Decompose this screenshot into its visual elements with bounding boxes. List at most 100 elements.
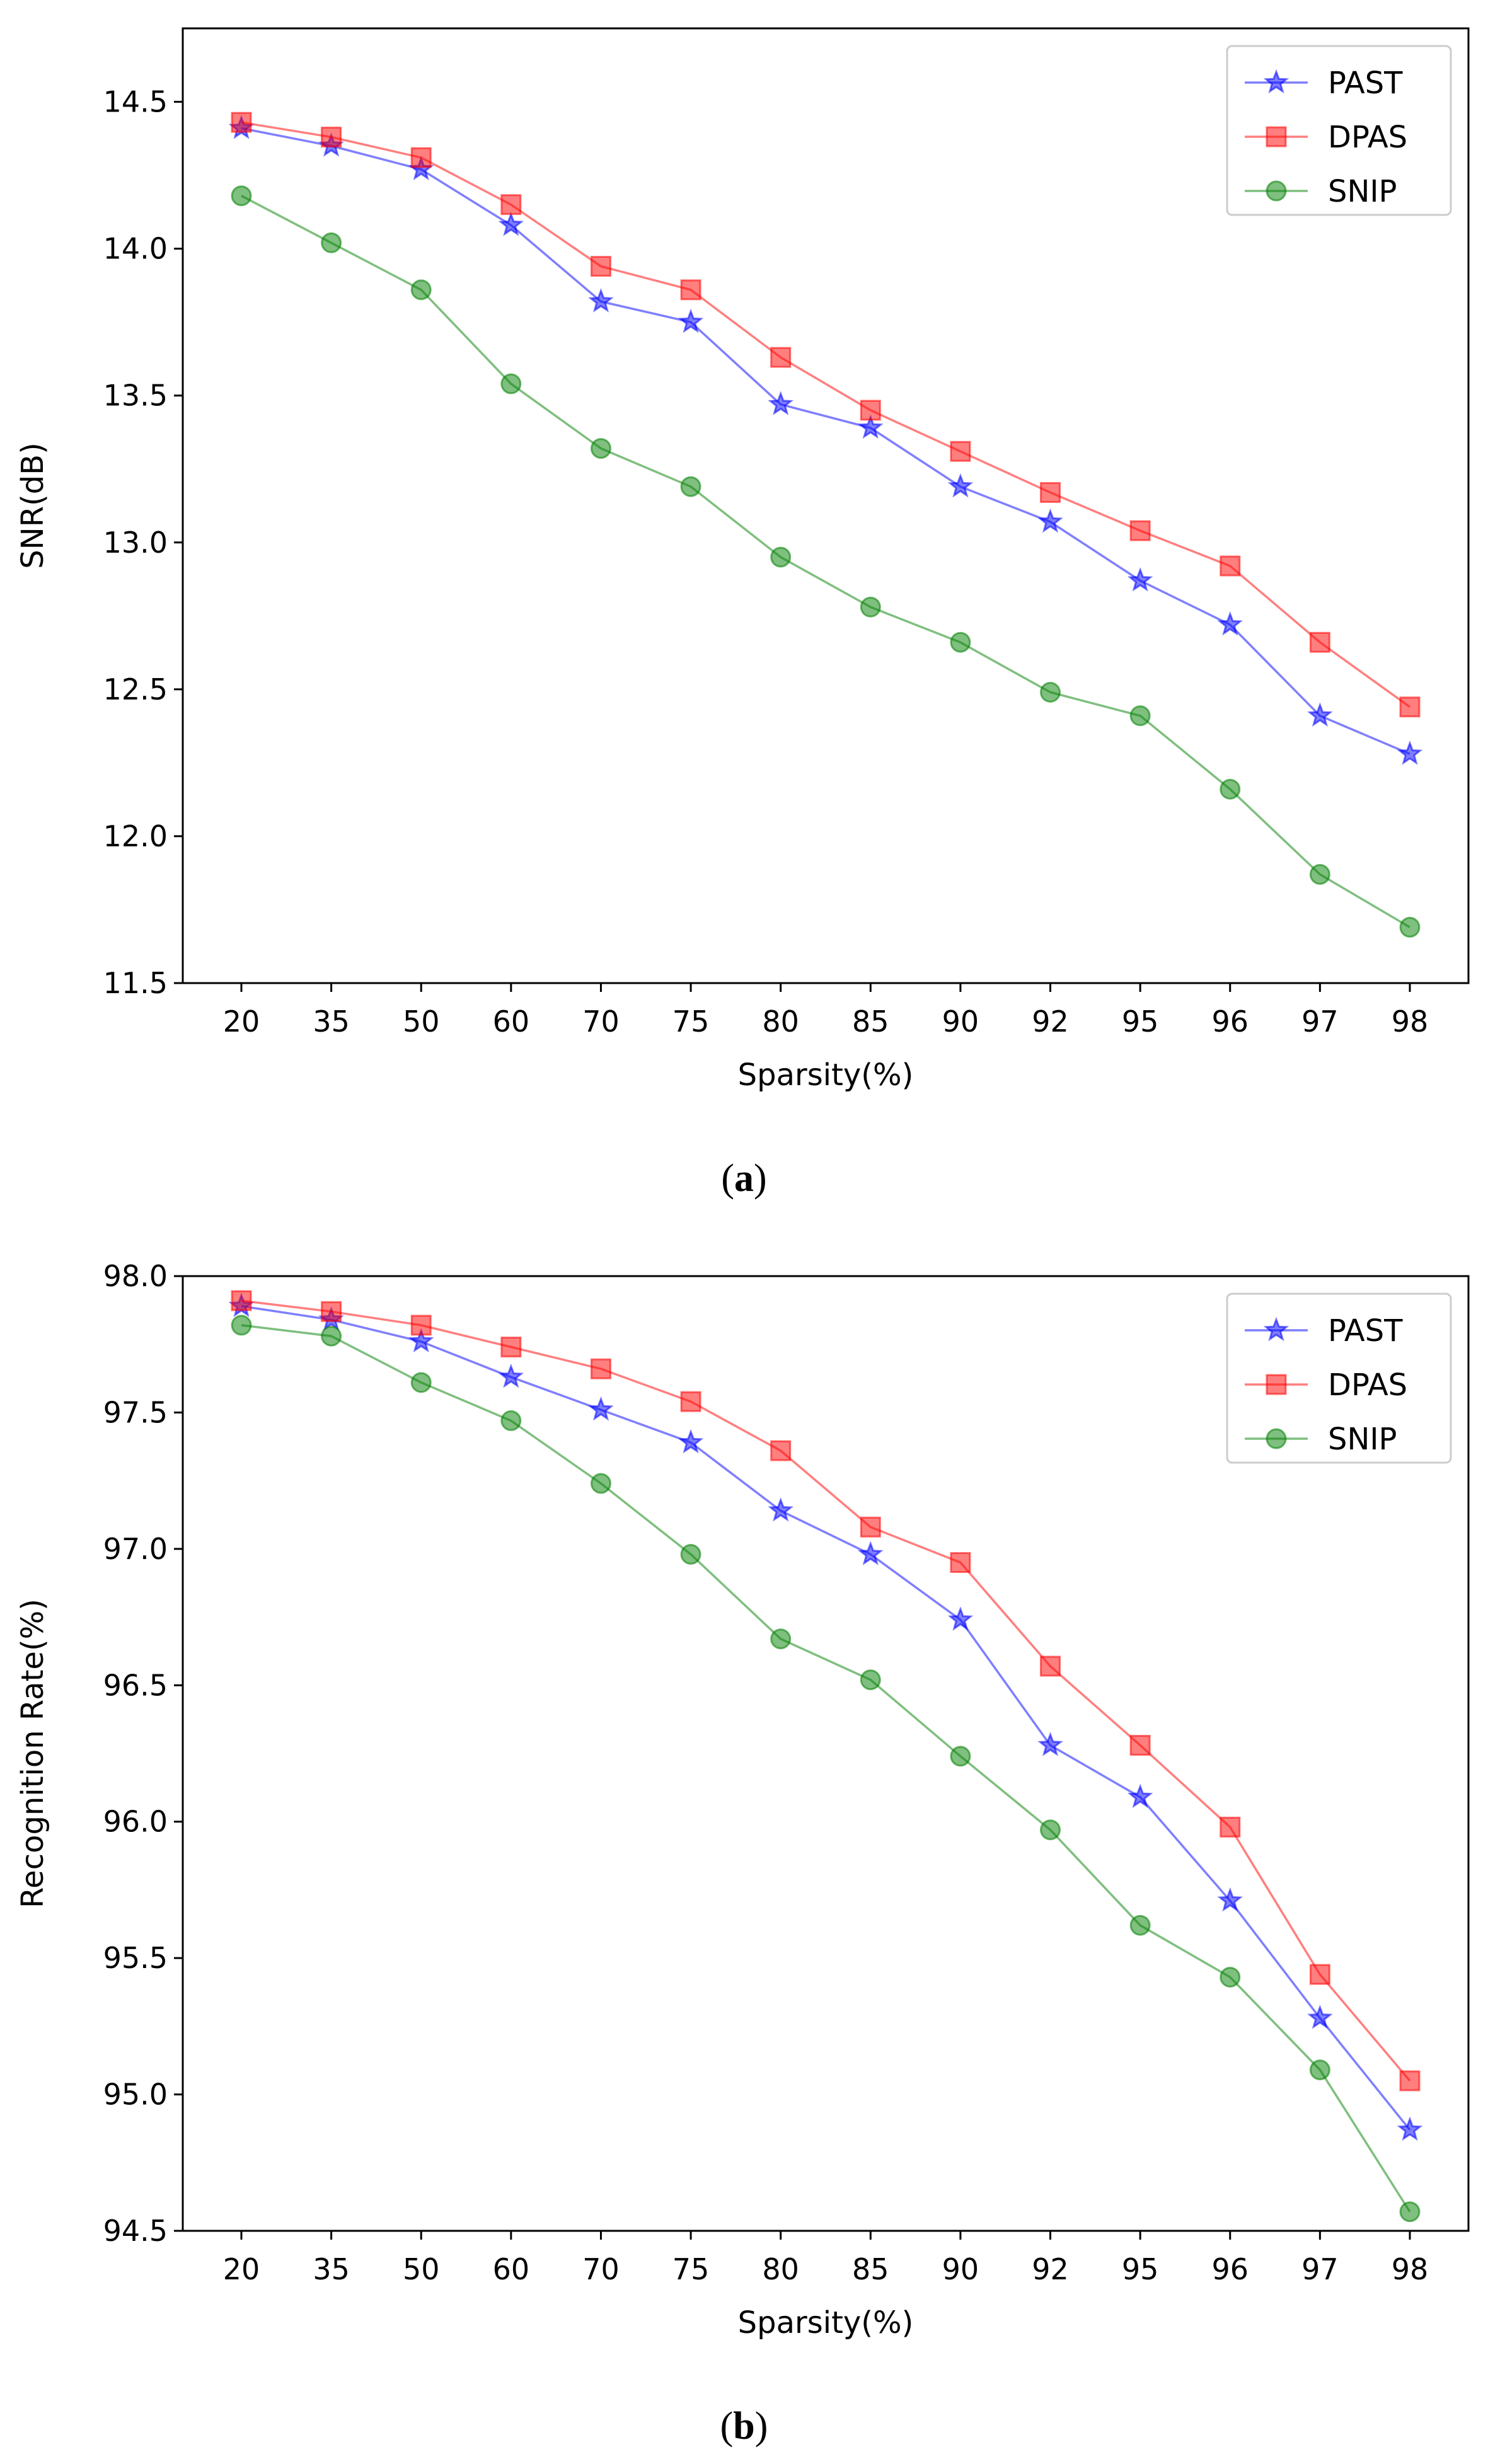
data-point bbox=[1399, 2070, 1421, 2092]
y-tick-label: 12.0 bbox=[103, 819, 168, 853]
data-point bbox=[500, 1410, 522, 1431]
y-tick-label: 97.5 bbox=[103, 1395, 168, 1429]
y-tick-label: 12.5 bbox=[103, 672, 168, 706]
chart-b: 20 35 50 60 70 75 80 85 90 92 95 96 97 98 94.5 95.0 95.5… bbox=[15, 1259, 1470, 2340]
data-point bbox=[500, 194, 522, 216]
legend-label: DPAS bbox=[1328, 120, 1407, 155]
data-point bbox=[1220, 1816, 1241, 1838]
data-point bbox=[321, 1325, 342, 1347]
data-point bbox=[588, 1396, 614, 1421]
data-point bbox=[1399, 916, 1421, 938]
data-point bbox=[1037, 1732, 1063, 1756]
x-tick-label: 98 bbox=[1392, 2252, 1429, 2286]
legend-marker bbox=[1266, 126, 1287, 147]
y-tick-label: 11.5 bbox=[103, 966, 168, 1000]
x-tick-label: 95 bbox=[1122, 2252, 1159, 2286]
x-tick-label: 92 bbox=[1032, 2252, 1069, 2286]
x-tick-label: 90 bbox=[942, 2252, 979, 2286]
data-point bbox=[1309, 1964, 1330, 1985]
data-point bbox=[1220, 1966, 1241, 1988]
x-tick-label: 85 bbox=[852, 1005, 889, 1039]
data-point bbox=[678, 308, 704, 333]
x-tick-label: 90 bbox=[942, 1005, 979, 1039]
legend-label: DPAS bbox=[1328, 1367, 1407, 1403]
data-point bbox=[1397, 740, 1423, 765]
data-point bbox=[1220, 778, 1241, 800]
data-point bbox=[231, 112, 252, 133]
data-point bbox=[680, 1544, 701, 1565]
chart-a: 20 35 50 60 70 75 80 85 90 92 95 96 97 98 11.5 12.0 12.5… bbox=[15, 27, 1470, 1093]
data-point bbox=[1399, 2201, 1421, 2223]
data-point bbox=[768, 1497, 793, 1522]
legend-box bbox=[1226, 45, 1452, 216]
legend-box bbox=[1226, 1292, 1452, 1464]
data-point bbox=[680, 1391, 701, 1412]
data-point bbox=[1309, 631, 1330, 653]
data-point bbox=[321, 126, 342, 147]
legend-marker bbox=[1266, 1428, 1287, 1449]
data-point bbox=[410, 1315, 432, 1336]
y-tick-label: 98.0 bbox=[103, 1259, 168, 1293]
x-tick-label: 60 bbox=[493, 1005, 530, 1039]
x-tick-label: 20 bbox=[223, 2252, 260, 2286]
data-point bbox=[1127, 567, 1153, 592]
x-tick-label: 35 bbox=[313, 1005, 350, 1039]
series-line bbox=[241, 1324, 1411, 2213]
data-point bbox=[1129, 520, 1151, 541]
x-tick-label: 75 bbox=[672, 1005, 710, 1039]
data-point bbox=[858, 414, 884, 439]
data-point bbox=[950, 631, 971, 653]
x-tick-label: 35 bbox=[313, 2252, 350, 2286]
x-tick-label: 85 bbox=[852, 2252, 889, 2286]
x-axis-label: Sparsity(%) bbox=[738, 1057, 914, 1093]
data-point bbox=[768, 391, 793, 415]
x-tick-label: 98 bbox=[1392, 1005, 1429, 1039]
data-point bbox=[410, 147, 432, 168]
data-point bbox=[231, 1290, 252, 1311]
data-point bbox=[498, 1363, 524, 1388]
data-point bbox=[590, 438, 611, 459]
legend-label: PAST bbox=[1328, 66, 1403, 101]
data-point bbox=[860, 1516, 881, 1538]
y-tick-label: 13.0 bbox=[103, 526, 168, 560]
data-point bbox=[950, 1552, 971, 1573]
data-point bbox=[1399, 696, 1421, 718]
data-point bbox=[860, 1669, 881, 1691]
series-dpas bbox=[231, 1290, 1421, 2092]
data-point bbox=[947, 1606, 974, 1631]
series-snip bbox=[231, 1315, 1421, 2223]
data-point bbox=[321, 232, 342, 253]
data-point bbox=[1309, 864, 1330, 885]
data-point bbox=[1037, 508, 1063, 533]
data-point bbox=[1217, 611, 1243, 636]
series-line bbox=[241, 195, 1410, 928]
data-point bbox=[590, 256, 611, 277]
y-tick-label: 95.5 bbox=[103, 1941, 168, 1975]
x-tick-label: 95 bbox=[1122, 1005, 1159, 1039]
panel-label-a: (a) bbox=[721, 1157, 767, 1200]
x-tick-label: 75 bbox=[672, 2252, 710, 2286]
data-point bbox=[860, 400, 881, 421]
data-point bbox=[231, 1315, 252, 1336]
data-point bbox=[1220, 555, 1241, 577]
y-tick-label: 96.5 bbox=[103, 1668, 168, 1702]
data-point bbox=[1040, 1819, 1061, 1841]
data-point bbox=[1129, 1914, 1151, 1936]
data-point bbox=[770, 1628, 792, 1650]
data-point bbox=[1040, 482, 1061, 504]
legend-marker bbox=[1266, 1374, 1287, 1395]
data-point bbox=[680, 476, 701, 497]
y-tick-label: 13.5 bbox=[103, 379, 168, 413]
x-tick-label: 80 bbox=[762, 1005, 799, 1039]
data-point bbox=[1307, 2005, 1333, 2029]
data-point bbox=[410, 1372, 432, 1393]
data-point bbox=[858, 1541, 884, 1565]
data-point bbox=[1040, 1655, 1061, 1677]
data-point bbox=[1040, 682, 1061, 703]
y-axis-label: Recognition Rate(%) bbox=[15, 1599, 50, 1908]
panel-label-b: (b) bbox=[720, 2405, 768, 2448]
data-point bbox=[590, 1473, 611, 1494]
x-tick-label: 97 bbox=[1301, 1005, 1339, 1039]
data-point bbox=[770, 546, 792, 568]
